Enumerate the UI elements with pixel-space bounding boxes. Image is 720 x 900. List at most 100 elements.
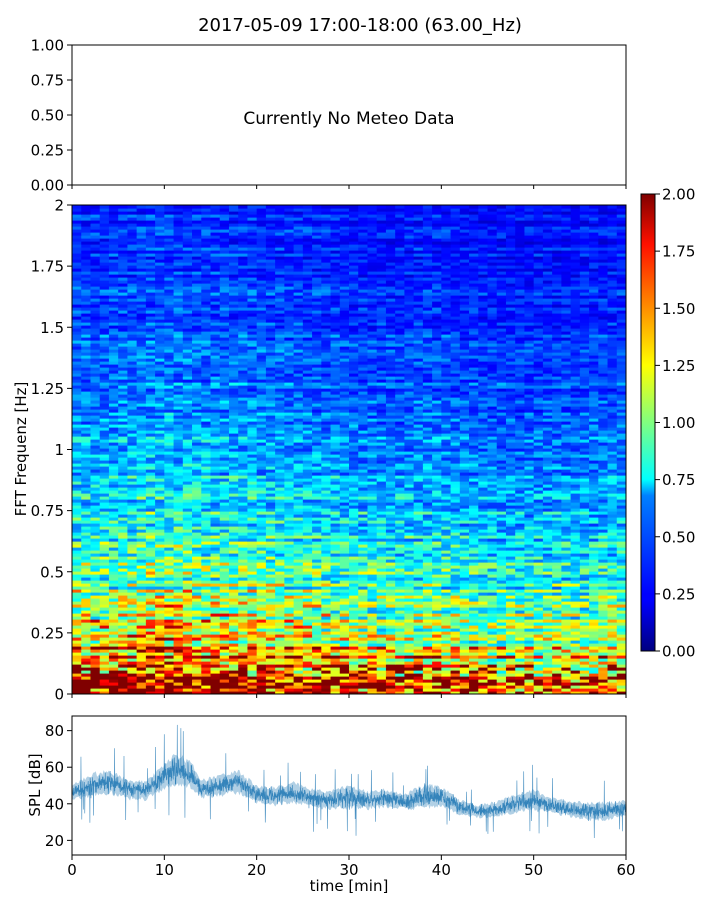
spectrogram-cell bbox=[339, 445, 350, 449]
spectrogram-cell bbox=[589, 652, 599, 656]
spectrogram-cell bbox=[404, 511, 415, 515]
spectrogram-cell bbox=[108, 559, 119, 563]
spectrogram-cell bbox=[422, 457, 433, 461]
spectrogram-cell bbox=[524, 664, 535, 668]
spectrogram-cell bbox=[330, 589, 341, 593]
spectrogram-cell bbox=[450, 466, 461, 470]
spectrogram-cell bbox=[579, 568, 590, 572]
spectrogram-cell bbox=[312, 451, 322, 455]
spectrogram-cell bbox=[385, 544, 396, 548]
spectrogram-cell bbox=[459, 451, 470, 455]
spectrogram-cell bbox=[376, 622, 387, 626]
spectrogram-cell bbox=[616, 454, 626, 458]
spectrogram-cell bbox=[275, 604, 285, 608]
spectrogram-cell bbox=[219, 532, 230, 536]
spectrogram-cell bbox=[367, 616, 378, 620]
spectrogram-cell bbox=[192, 664, 202, 668]
spectrogram-cell bbox=[136, 691, 147, 694]
spectrogram-cell bbox=[496, 487, 507, 491]
spectrogram-cell bbox=[293, 481, 304, 485]
spectrogram-cell bbox=[450, 649, 461, 653]
spectrogram-cell bbox=[570, 580, 581, 584]
spectrogram-cell bbox=[228, 631, 239, 635]
spectrogram-cell bbox=[589, 610, 599, 614]
spectrogram-cell bbox=[284, 691, 295, 694]
spectrogram-cell bbox=[496, 586, 507, 590]
spectrogram-cell bbox=[108, 676, 119, 680]
spectrogram-cell bbox=[450, 685, 461, 689]
spectrogram-cell bbox=[182, 571, 193, 575]
spectrogram-cell bbox=[321, 550, 332, 554]
spectrogram-cell bbox=[524, 643, 535, 647]
spectrogram-cell bbox=[487, 487, 498, 491]
spectrogram-cell bbox=[72, 661, 82, 665]
spectrogram-cell bbox=[321, 625, 332, 629]
spectrogram-cell bbox=[312, 589, 322, 593]
spectrogram-cell bbox=[99, 583, 110, 587]
spectrogram-cell bbox=[312, 514, 322, 518]
spectrogram-cell bbox=[469, 673, 479, 677]
spectrogram-cell bbox=[238, 649, 249, 653]
spectrogram-cell bbox=[515, 520, 526, 524]
spectrogram-cell bbox=[515, 631, 526, 635]
spectrogram-cell bbox=[376, 661, 387, 665]
spectrogram-cell bbox=[376, 475, 387, 479]
spectrogram-cell bbox=[118, 574, 128, 578]
spectrogram-cell bbox=[72, 667, 82, 671]
spectrogram-cell bbox=[108, 457, 119, 461]
spectrogram-cell bbox=[395, 553, 405, 557]
spectrogram-cell bbox=[422, 535, 433, 539]
spectrogram-cell bbox=[589, 601, 599, 605]
spectrogram-cell bbox=[210, 691, 221, 694]
spectrogram-cell bbox=[136, 577, 147, 581]
spectrogram-cell bbox=[81, 445, 92, 449]
spectrogram-cell bbox=[155, 619, 165, 623]
spectrogram-cell bbox=[312, 448, 322, 452]
spectrogram-cell bbox=[228, 496, 239, 500]
spectrogram-cell bbox=[321, 673, 332, 677]
spectrogram-cell bbox=[459, 553, 470, 557]
spectrogram-cell bbox=[367, 685, 378, 689]
spectrogram-cell bbox=[256, 604, 267, 608]
spectrogram-cell bbox=[561, 676, 572, 680]
spectrogram-cell bbox=[293, 652, 304, 656]
spectrogram-cell bbox=[469, 583, 479, 587]
spectrogram-cell bbox=[450, 595, 461, 599]
spectrogram-cell bbox=[515, 568, 526, 572]
spectrogram-cell bbox=[487, 448, 498, 452]
spectrogram-cell bbox=[552, 661, 562, 665]
spectrogram-cell bbox=[487, 562, 498, 566]
spectrogram-cell bbox=[265, 466, 276, 470]
spectrogram-cell bbox=[192, 616, 202, 620]
spectrogram-cell bbox=[210, 652, 221, 656]
spectrogram-cell bbox=[505, 538, 516, 542]
spectrogram-cell bbox=[302, 616, 313, 620]
spectrogram-cell bbox=[164, 457, 175, 461]
spectrogram-cell bbox=[302, 526, 313, 530]
spectrogram-cell bbox=[228, 454, 239, 458]
spectrogram-cell bbox=[90, 661, 101, 665]
spectrogram-cell bbox=[552, 541, 562, 545]
spectrogram-cell bbox=[238, 484, 249, 488]
spectrogram-cell bbox=[349, 466, 359, 470]
spectrogram-cell bbox=[118, 586, 128, 590]
spectrogram-cell bbox=[127, 613, 138, 617]
spectrogram-cell bbox=[81, 649, 92, 653]
spectrogram-cell bbox=[524, 652, 535, 656]
spectrogram-cell bbox=[487, 508, 498, 512]
spectrogram-cell bbox=[515, 454, 526, 458]
spectrogram-cell bbox=[108, 556, 119, 560]
spectrogram-cell bbox=[219, 478, 230, 482]
spectrogram-cell bbox=[90, 559, 101, 563]
spectrogram-cell bbox=[589, 520, 599, 524]
spectrogram-cell bbox=[219, 559, 230, 563]
spectrogram-cell bbox=[173, 532, 184, 536]
spectrogram-cell bbox=[247, 562, 258, 566]
spectrogram-cell bbox=[579, 466, 590, 470]
spectrogram-cell bbox=[192, 511, 202, 515]
spectrogram-cell bbox=[450, 565, 461, 569]
spectrogram-cell bbox=[395, 625, 405, 629]
spectrogram-cell bbox=[616, 556, 626, 560]
spectrogram-cell bbox=[275, 589, 285, 593]
spectrogram-cell bbox=[478, 589, 489, 593]
